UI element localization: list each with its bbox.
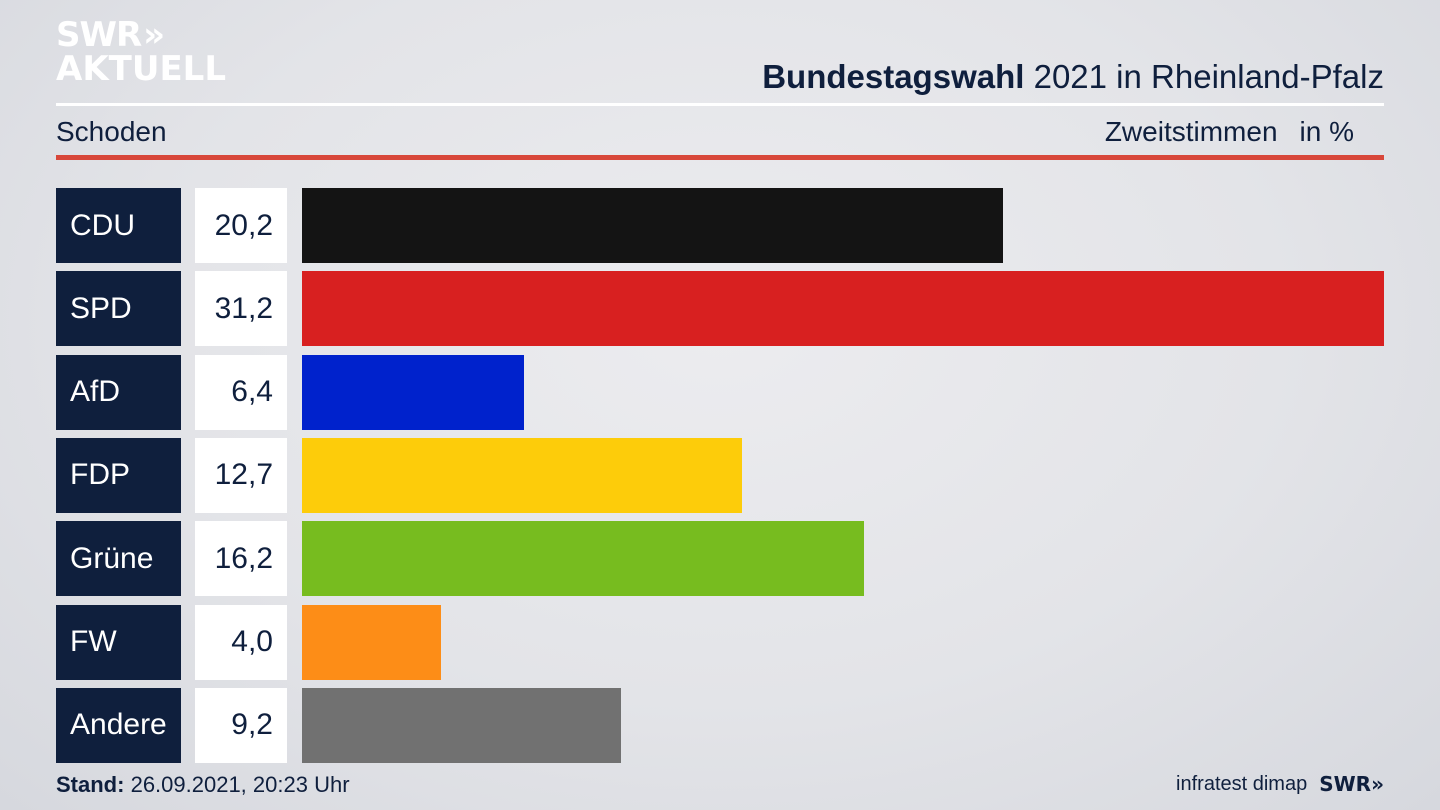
bar: [302, 687, 621, 763]
bar-row: FW 4,0: [0, 604, 1440, 680]
bar: [302, 521, 864, 597]
party-label: FW: [56, 604, 181, 680]
value-label: 4,0: [195, 604, 287, 680]
measure-text: Zweitstimmen: [1104, 116, 1278, 147]
value-label: 12,7: [195, 437, 287, 513]
value-label: 31,2: [195, 271, 287, 347]
region-label: Schoden: [56, 116, 167, 147]
accent-divider: [56, 155, 1384, 160]
bar: [302, 271, 1384, 347]
party-label: Andere: [56, 687, 181, 763]
bar-row: Andere 9,2: [0, 687, 1440, 763]
party-label: AfD: [56, 354, 181, 430]
bar-row: FDP 12,7: [0, 437, 1440, 513]
chart-title: Bundestagswahl 2021 in Rheinland-Pfalz: [762, 58, 1384, 96]
bar-row: SPD 31,2: [0, 271, 1440, 347]
title-rest: 2021 in Rheinland-Pfalz: [1033, 58, 1384, 95]
bar: [302, 354, 524, 430]
bar-row: Grüne 16,2: [0, 521, 1440, 597]
party-label: Grüne: [56, 521, 181, 597]
source-label: infratest dimap: [1176, 772, 1308, 795]
bar: [302, 437, 742, 513]
bar-row: AfD 6,4: [0, 354, 1440, 430]
party-label: FDP: [56, 437, 181, 513]
unit-text: in %: [1299, 116, 1354, 147]
logo-swr-text: SWR: [56, 15, 142, 55]
bar: [302, 604, 441, 680]
stand-label: Stand:: [56, 772, 125, 797]
bar: [302, 188, 1003, 263]
bar-row: CDU 20,2: [0, 188, 1440, 263]
stand-value: 26.09.2021, 20:23 Uhr: [130, 772, 350, 797]
measure-label: Zweitstimmen in %: [1105, 116, 1354, 148]
footer-swr-logo: SWR»: [1319, 772, 1384, 796]
header-divider: [56, 103, 1384, 106]
title-bold: Bundestagswahl: [762, 58, 1025, 95]
party-label: SPD: [56, 271, 181, 347]
party-label: CDU: [56, 188, 181, 263]
value-label: 16,2: [195, 521, 287, 597]
logo-chevron-icon: »: [143, 15, 165, 55]
footer-credits: infratest dimap SWR»: [1176, 772, 1384, 796]
logo-aktuell-text: AKTUELL: [56, 49, 227, 89]
swr-aktuell-logo: SWR» AKTUELL: [56, 18, 226, 86]
value-label: 9,2: [195, 687, 287, 763]
value-label: 6,4: [195, 354, 287, 430]
timestamp: Stand: 26.09.2021, 20:23 Uhr: [56, 772, 350, 798]
value-label: 20,2: [195, 188, 287, 263]
